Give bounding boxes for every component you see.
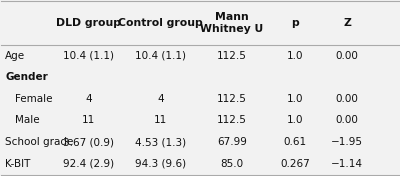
Text: 10.4 (1.1): 10.4 (1.1) — [135, 51, 186, 61]
Text: Mann
Whitney U: Mann Whitney U — [200, 12, 264, 34]
Text: Age: Age — [5, 51, 26, 61]
Text: 4: 4 — [157, 94, 164, 104]
Text: 112.5: 112.5 — [217, 51, 247, 61]
Text: 11: 11 — [154, 115, 167, 125]
Text: 1.0: 1.0 — [287, 115, 304, 125]
Text: Gender: Gender — [5, 72, 48, 82]
Text: p: p — [292, 18, 299, 28]
Text: 94.3 (9.6): 94.3 (9.6) — [135, 159, 186, 169]
Text: Z: Z — [343, 18, 351, 28]
Text: 4: 4 — [86, 94, 92, 104]
Text: 67.99: 67.99 — [217, 137, 247, 147]
Text: −1.95: −1.95 — [331, 137, 363, 147]
Text: 3.67 (0.9): 3.67 (0.9) — [63, 137, 114, 147]
Text: 0.61: 0.61 — [284, 137, 307, 147]
Text: 112.5: 112.5 — [217, 94, 247, 104]
Text: K-BIT: K-BIT — [5, 159, 31, 169]
Text: 10.4 (1.1): 10.4 (1.1) — [63, 51, 114, 61]
Text: 0.267: 0.267 — [280, 159, 310, 169]
Text: DLD group: DLD group — [56, 18, 121, 28]
Text: 1.0: 1.0 — [287, 51, 304, 61]
Text: School grade: School grade — [5, 137, 74, 147]
Text: 85.0: 85.0 — [220, 159, 243, 169]
Text: Male: Male — [15, 115, 40, 125]
Text: 0.00: 0.00 — [336, 51, 358, 61]
Text: −1.14: −1.14 — [331, 159, 363, 169]
Text: 92.4 (2.9): 92.4 (2.9) — [63, 159, 114, 169]
Text: Control group: Control group — [118, 18, 203, 28]
Text: 4.53 (1.3): 4.53 (1.3) — [135, 137, 186, 147]
Text: 0.00: 0.00 — [336, 94, 358, 104]
Text: 1.0: 1.0 — [287, 94, 304, 104]
Text: 0.00: 0.00 — [336, 115, 358, 125]
Text: 112.5: 112.5 — [217, 115, 247, 125]
Text: 11: 11 — [82, 115, 96, 125]
Text: Female: Female — [15, 94, 53, 104]
